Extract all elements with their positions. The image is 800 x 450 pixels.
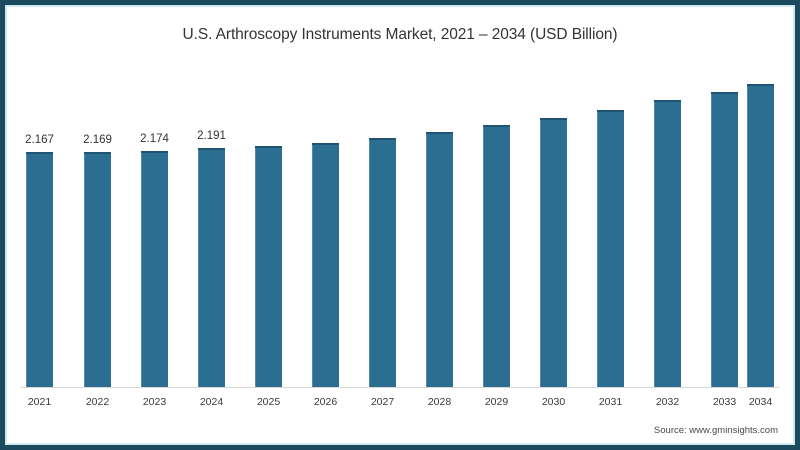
x-axis-tick-2028: 2028 <box>427 396 452 408</box>
bar-value-label-2021: 2.167 <box>25 134 54 146</box>
x-axis-tick-2030: 2030 <box>541 396 566 408</box>
bar-value-label-2022: 2.169 <box>83 134 112 146</box>
bar-2026 <box>312 143 339 387</box>
bar-2033 <box>711 92 738 387</box>
x-axis-tick-2025: 2025 <box>256 396 281 408</box>
x-axis-tick-2023: 2023 <box>142 396 167 408</box>
x-axis-tick-2024: 2024 <box>199 396 224 408</box>
bar-2031 <box>597 110 624 387</box>
x-axis-tick-2034: 2034 <box>748 396 773 408</box>
chart-title: U.S. Arthroscopy Instruments Market, 202… <box>182 26 618 43</box>
x-axis-tick-2021: 2021 <box>27 396 52 408</box>
source-attribution: Source: www.gminsights.com <box>653 425 778 436</box>
bar-value-label-2023: 2.174 <box>140 133 169 145</box>
x-axis-line <box>20 387 780 388</box>
bar-2032 <box>654 100 681 387</box>
bar-2025 <box>255 146 282 387</box>
x-axis-tick-2027: 2027 <box>370 396 395 408</box>
x-axis-tick-2031: 2031 <box>598 396 623 408</box>
bar-2021 <box>26 152 53 387</box>
bar-2027 <box>369 138 396 387</box>
bar-2028 <box>426 132 453 387</box>
bar-2024 <box>198 148 225 387</box>
x-axis-tick-2032: 2032 <box>655 396 680 408</box>
bar-2034 <box>747 84 774 387</box>
bar-2030 <box>540 118 567 387</box>
x-axis-tick-2029: 2029 <box>484 396 509 408</box>
bar-2022 <box>84 152 111 387</box>
x-axis-tick-2022: 2022 <box>85 396 110 408</box>
x-axis-tick-2026: 2026 <box>313 396 338 408</box>
x-axis-tick-2033: 2033 <box>712 396 737 408</box>
bar-2029 <box>483 125 510 387</box>
bar-2023 <box>141 151 168 387</box>
bar-value-label-2024: 2.191 <box>197 130 226 142</box>
